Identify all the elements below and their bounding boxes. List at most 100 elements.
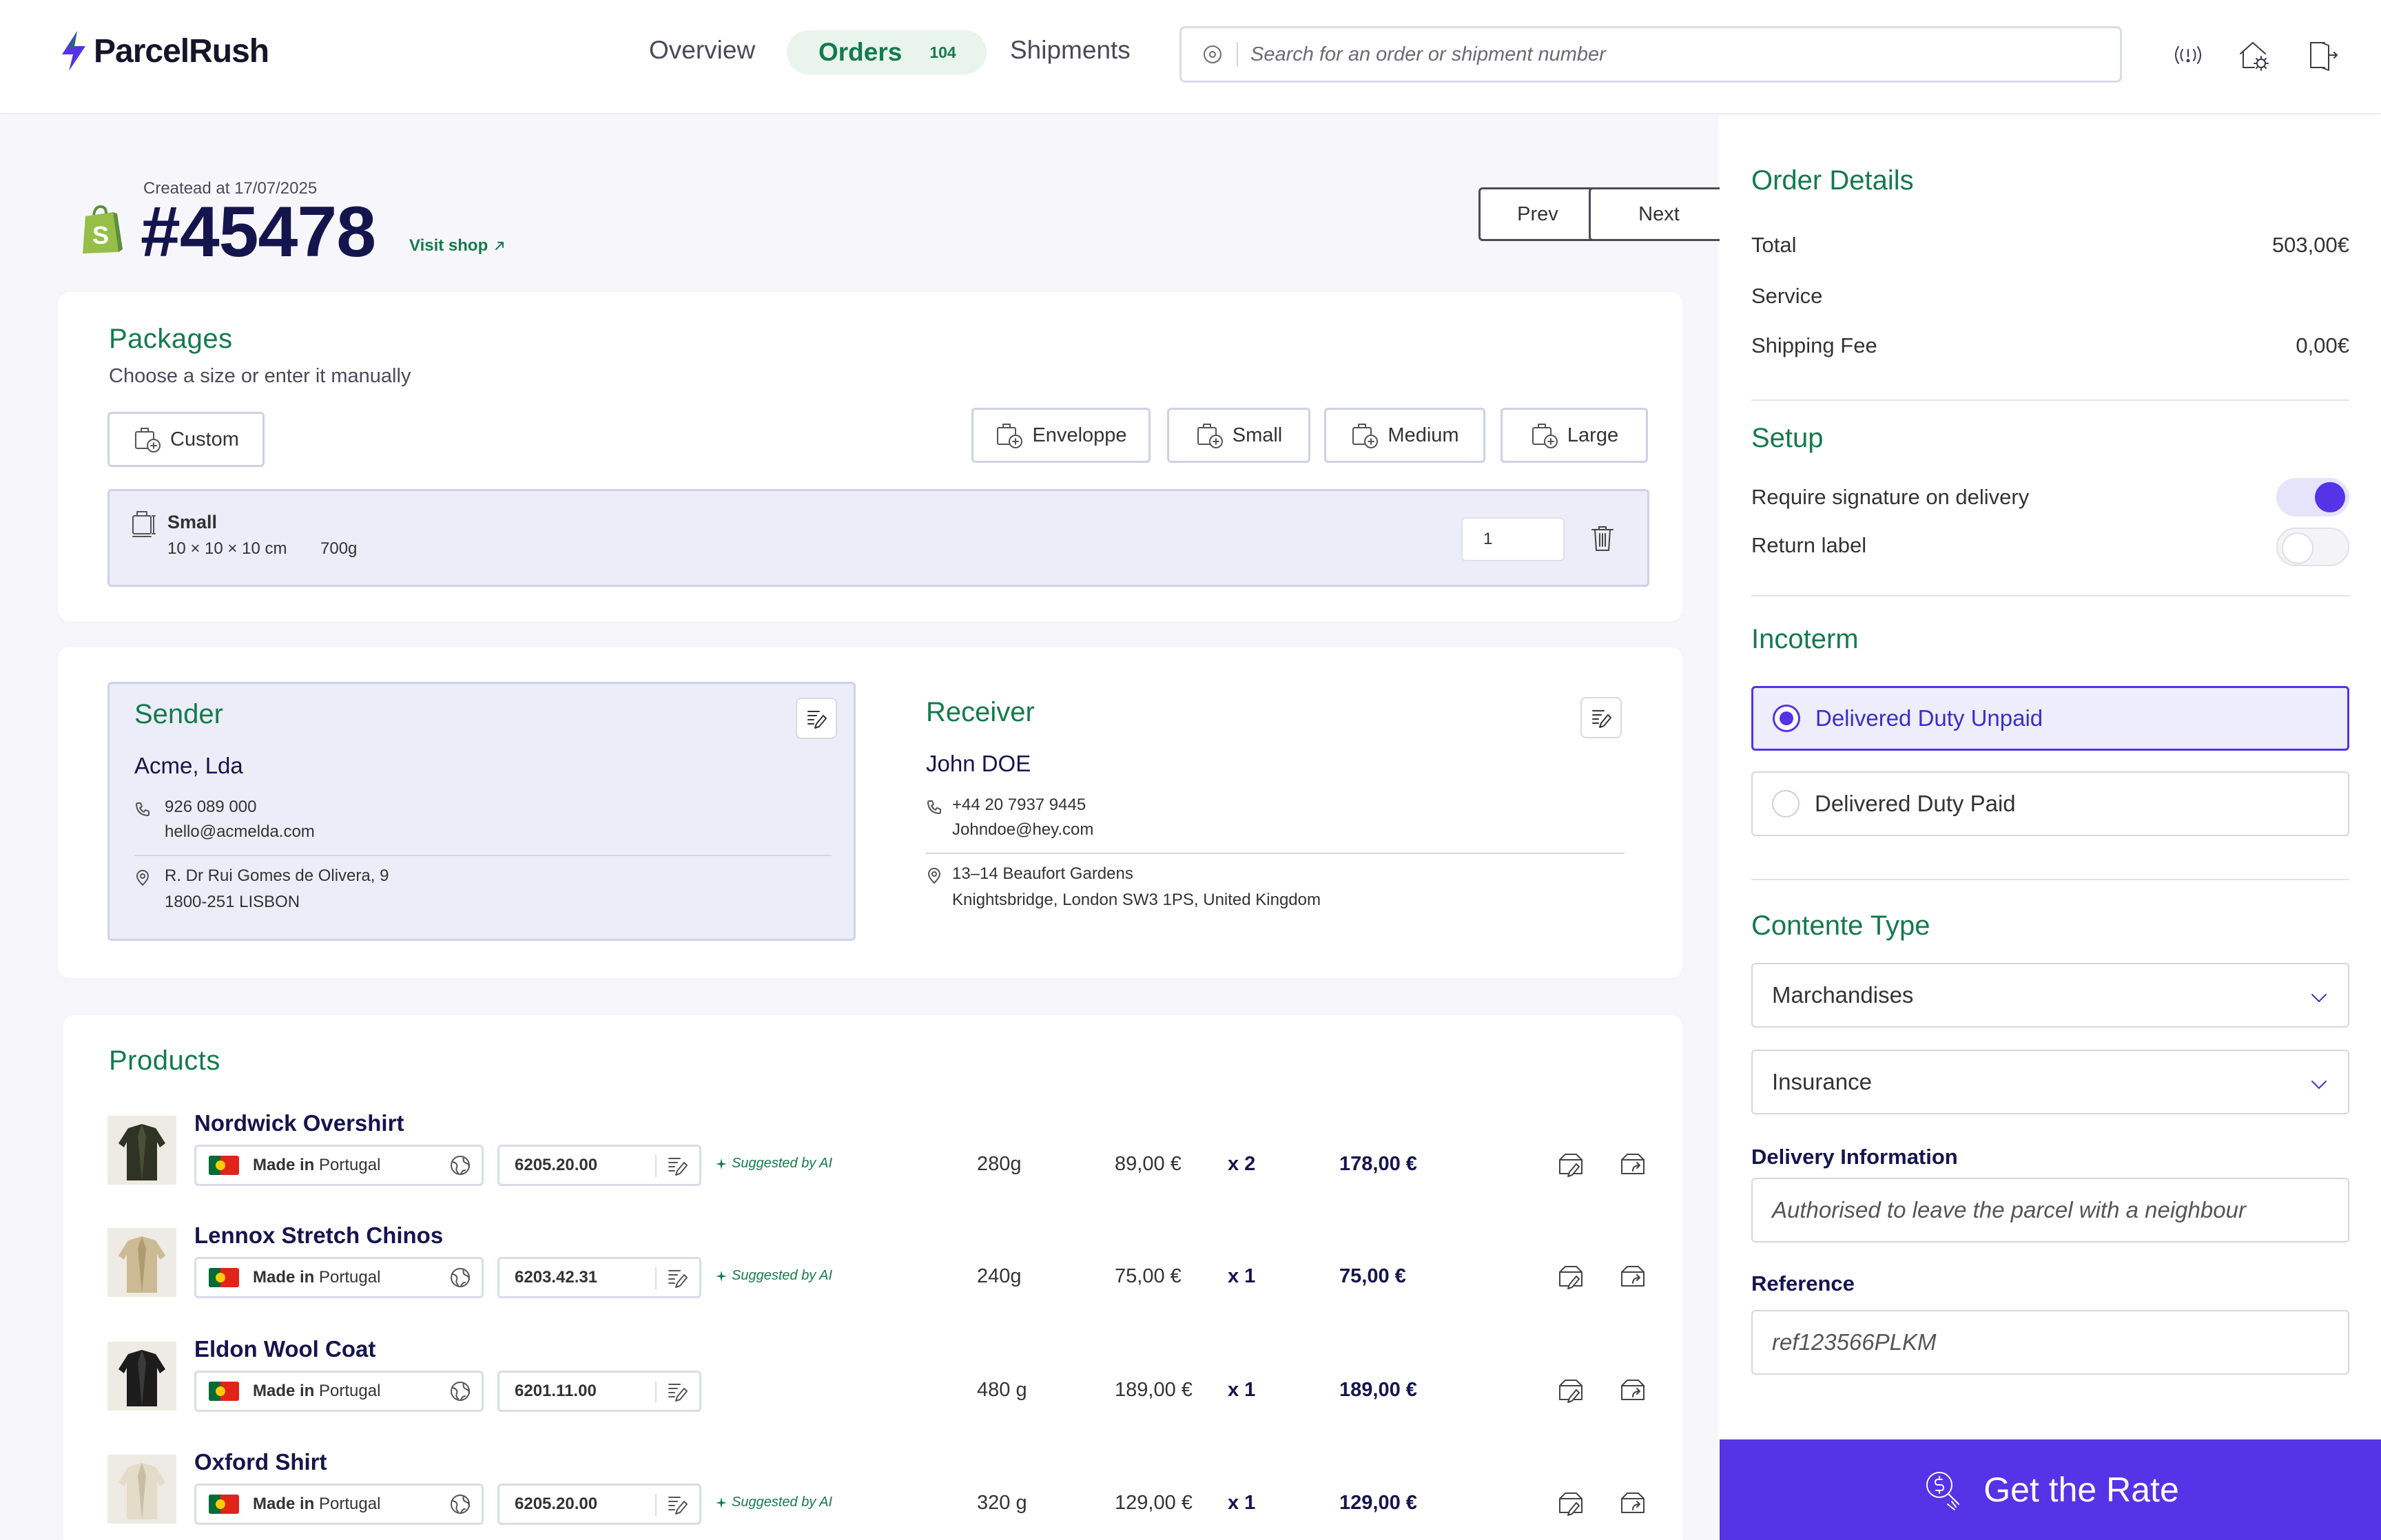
edit-receiver-button[interactable]	[1580, 697, 1622, 738]
hs-code-value: 6203.42.31	[515, 1268, 598, 1287]
product-quantity: x 1	[1228, 1265, 1256, 1287]
receiver-card: Receiver John DOE +44 20 7937 9445 Johnd…	[896, 682, 1653, 941]
search-input[interactable]	[1250, 43, 2008, 66]
package-medium-label: Medium	[1388, 424, 1459, 446]
get-rate-label: Get the Rate	[1983, 1470, 2179, 1509]
customs-edit-icon[interactable]	[1556, 1262, 1586, 1293]
ai-suggestion-label: Suggested by AI	[732, 1495, 833, 1510]
total-value: 503,00€	[2271, 233, 2349, 257]
custom-package-button[interactable]: Custom	[107, 412, 265, 467]
edit-icon[interactable]	[666, 1380, 688, 1402]
logout-icon[interactable]	[2301, 36, 2340, 74]
brand-logo[interactable]: ParcelRush	[59, 29, 269, 73]
hs-code-value: 6205.20.00	[515, 1495, 598, 1513]
package-medium-button[interactable]: Medium	[1324, 408, 1485, 463]
hs-code-field[interactable]: 6205.20.00	[497, 1484, 701, 1525]
ship-forward-icon[interactable]	[1618, 1262, 1648, 1293]
orders-count-badge: 104	[929, 43, 956, 61]
ship-forward-icon[interactable]	[1618, 1376, 1648, 1406]
product-weight: 240g	[977, 1265, 1022, 1287]
external-link-icon	[495, 242, 504, 250]
hs-code-field[interactable]: 6201.11.00	[497, 1371, 701, 1412]
edit-icon[interactable]	[666, 1154, 688, 1176]
get-rate-button[interactable]: Get the Rate	[1720, 1439, 2381, 1540]
package-quantity-input[interactable]: 1	[1461, 517, 1565, 561]
product-row: Eldon Wool Coat Made in Portugal 6201.11.0…	[107, 1336, 1649, 1419]
incoterm-ddp-option[interactable]: Delivered Duty Paid	[1751, 771, 2349, 836]
sender-card: Sender Acme, Lda 926 089 000 hello@acmel…	[107, 682, 856, 941]
content-type-select[interactable]: Marchandises	[1751, 963, 2349, 1028]
ai-suggestion-tag: Suggested by AI	[715, 1156, 832, 1172]
ship-forward-icon[interactable]	[1618, 1150, 1648, 1180]
portugal-flag-icon	[209, 1268, 239, 1287]
delivery-info-input[interactable]: Authorised to leave the parcel with a ne…	[1751, 1178, 2349, 1242]
product-thumbnail	[107, 1455, 176, 1523]
customs-edit-icon[interactable]	[1556, 1150, 1586, 1180]
search-icon	[1204, 45, 1222, 63]
package-large-button[interactable]: Large	[1501, 408, 1648, 463]
globe-icon[interactable]	[449, 1380, 472, 1403]
globe-icon[interactable]	[449, 1266, 472, 1289]
package-small-button[interactable]: Small	[1167, 408, 1310, 463]
package-dimensions: 10 × 10 × 10 cm	[167, 539, 287, 558]
content-type-title: Contente Type	[1751, 911, 1930, 941]
settings-icon[interactable]	[2235, 36, 2274, 74]
service-label: Service	[1751, 284, 1823, 308]
prev-button[interactable]: Prev	[1478, 187, 1597, 241]
shipping-fee-value: 0,00€	[2296, 333, 2349, 357]
product-name: Oxford Shirt	[194, 1449, 327, 1475]
sender-name: Acme, Lda	[134, 753, 243, 778]
order-details-title: Order Details	[1751, 165, 1914, 196]
sparkle-icon	[716, 1497, 727, 1508]
signature-toggle[interactable]	[2276, 478, 2349, 517]
product-row: Lennox Stretch Chinos Made in Portugal 620…	[107, 1222, 1649, 1305]
nav-shipments[interactable]: Shipments	[1010, 36, 1131, 64]
reference-input[interactable]: ref123566PLKM	[1751, 1310, 2349, 1375]
visit-shop-link[interactable]: Visit shop	[409, 236, 506, 256]
broadcast-icon[interactable]	[2169, 36, 2207, 74]
content-type-value: Marchandises	[1772, 982, 1914, 1008]
insurance-select[interactable]: Insurance	[1751, 1050, 2349, 1114]
sender-title: Sender	[134, 699, 223, 729]
origin-field[interactable]: Made in Portugal	[194, 1484, 484, 1525]
origin-field[interactable]: Made in Portugal	[194, 1145, 484, 1186]
customs-edit-icon[interactable]	[1556, 1489, 1586, 1519]
selected-package-row: Small 10 × 10 × 10 cm 700g 1	[107, 489, 1649, 587]
ai-suggestion-tag: Suggested by AI	[715, 1268, 832, 1284]
globe-icon[interactable]	[449, 1492, 472, 1516]
globe-icon[interactable]	[449, 1154, 472, 1177]
sparkle-icon	[716, 1158, 727, 1169]
rate-search-icon	[1926, 1472, 1960, 1510]
product-row: Oxford Shirt Made in Portugal 6205.20.00 Su…	[107, 1449, 1649, 1532]
product-weight: 280g	[977, 1153, 1022, 1175]
product-total: 189,00 €	[1339, 1379, 1417, 1401]
nav-overview[interactable]: Overview	[649, 36, 756, 64]
edit-sender-button[interactable]	[796, 698, 837, 739]
trash-icon[interactable]	[1589, 524, 1616, 553]
sender-address-line1: R. Dr Rui Gomes de Olivera, 9	[165, 866, 389, 885]
edit-icon	[1592, 710, 1611, 728]
product-weight: 320 g	[977, 1492, 1027, 1514]
hs-code-field[interactable]: 6205.20.00	[497, 1145, 701, 1186]
products-card	[63, 1015, 1682, 1540]
hs-code-field[interactable]: 6203.42.31	[497, 1257, 701, 1298]
product-weight: 480 g	[977, 1379, 1027, 1401]
hs-code-divider	[655, 1494, 657, 1516]
nav-orders[interactable]: Orders 104	[787, 30, 987, 74]
customs-edit-icon[interactable]	[1556, 1376, 1586, 1406]
edit-icon[interactable]	[666, 1493, 688, 1515]
location-pin-icon	[928, 868, 940, 884]
product-quantity: x 1	[1228, 1492, 1256, 1514]
phone-icon	[927, 800, 941, 814]
hs-code-value: 6201.11.00	[515, 1382, 597, 1400]
origin-field[interactable]: Made in Portugal	[194, 1371, 484, 1412]
incoterm-ddu-label: Delivered Duty Unpaid	[1815, 705, 2043, 731]
origin-field[interactable]: Made in Portugal	[194, 1257, 484, 1298]
next-button[interactable]: Next	[1589, 187, 1729, 241]
package-envelope-button[interactable]: Enveloppe	[971, 408, 1151, 463]
edit-icon[interactable]	[666, 1267, 688, 1289]
ship-forward-icon[interactable]	[1618, 1489, 1648, 1519]
return-label-toggle[interactable]	[2276, 528, 2349, 566]
search-bar[interactable]	[1179, 26, 2122, 83]
incoterm-ddu-option[interactable]: Delivered Duty Unpaid	[1751, 686, 2349, 751]
